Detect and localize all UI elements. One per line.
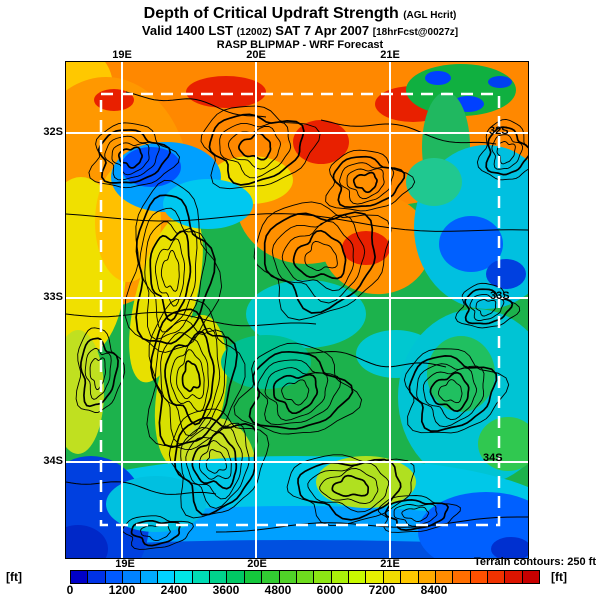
lat-tick-left-34s: 34S [43,455,63,467]
updraft-depth-fill-layer [66,62,528,558]
colorbar-tick-7200: 7200 [368,583,396,597]
colorbar [70,570,540,584]
lat-tick-right-33s: 33S [490,290,510,302]
colorbar-tick-4800: 4800 [264,583,292,597]
lon-tick-bottom-20e: 20E [247,558,267,570]
terrain-contour-layer [66,91,528,550]
page-title-line: Depth of Critical Updraft Strength (AGL … [0,5,600,23]
colorbar-unit-left: [ft] [6,570,22,584]
colorbar-segment [453,571,471,583]
lat-tick-right-32s: 32S [489,125,509,137]
colorbar-segment [470,571,488,583]
valid-utc: (1200Z) [236,26,272,38]
colorbar-segment [366,571,384,583]
forecast-map-canvas [66,62,528,558]
valid-date: SAT 7 Apr 2007 [275,22,370,38]
colorbar-segment [522,571,540,583]
valid-time: Valid 1400 LST [141,22,233,38]
colorbar-segment [227,571,245,583]
colorbar-segment [262,571,280,583]
forecast-map [65,61,529,559]
colorbar-segment [279,571,297,583]
colorbar-segment [244,571,263,583]
colorbar-segment [331,571,349,583]
lat-tick-right-34s: 34S [483,452,503,464]
colorbar-tick-2400: 2400 [160,583,188,597]
colorbar-segment [418,571,436,583]
colorbar-segment [210,571,228,583]
inner-domain-boundary [99,92,501,527]
colorbar-segment [123,571,141,583]
valid-time-line: Valid 1400 LST (1200Z) SAT 7 Apr 2007 [1… [0,22,600,39]
colorbar-segment [401,571,419,583]
colorbar-segment [140,571,158,583]
colorbar-segment [157,571,176,583]
lon-tick-bottom-19e: 19E [115,558,135,570]
lon-tick-top-19e: 19E [112,49,132,61]
lon-tick-bottom-21e: 21E [380,558,400,570]
colorbar-segment [175,571,193,583]
colorbar-tick-8400: 8400 [420,583,448,597]
forecast-run-tag: [18hrFcst@0027z] [372,26,459,38]
colorbar-segment [435,571,454,583]
colorbar-tick-0: 0 [66,583,74,597]
colorbar-segment [505,571,523,583]
colorbar-unit-right: [ft] [551,570,567,584]
parameter-tag: (AGL Hcrit) [403,10,457,21]
terrain-contour-note: Terrain contours: 250 ft [473,556,596,568]
colorbar-tick-3600: 3600 [212,583,240,597]
page-title: Depth of Critical Updraft Strength [143,5,399,22]
lon-tick-top-21e: 21E [380,49,400,61]
colorbar-segment [192,571,210,583]
colorbar-segment [296,571,315,583]
model-subtitle: RASP BLIPMAP - WRF Forecast [216,39,384,52]
colorbar-segment [488,571,506,583]
colorbar-segment [88,571,106,583]
colorbar-segment [383,571,402,583]
colorbar-segment [314,571,332,583]
colorbar-segment [349,571,367,583]
colorbar-tick-1200: 1200 [108,583,136,597]
colorbar-segment [71,571,89,583]
latlon-grid-layer [66,62,528,558]
lon-tick-top-20e: 20E [246,49,266,61]
header: Depth of Critical Updraft Strength (AGL … [0,5,600,52]
colorbar-segment [105,571,124,583]
lat-tick-left-33s: 33S [43,291,63,303]
colorbar-tick-6000: 6000 [316,583,344,597]
lat-tick-left-32s: 32S [43,126,63,138]
